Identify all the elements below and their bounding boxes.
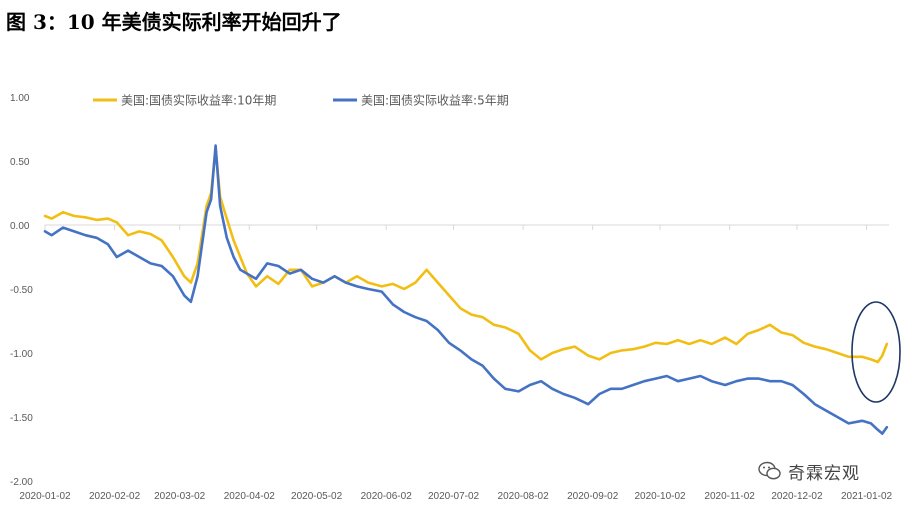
watermark-text: 奇霖宏观	[788, 463, 860, 484]
y-tick-label: -0.50	[10, 285, 33, 296]
highlight-ellipse	[851, 301, 901, 403]
y-tick-label: -2.00	[10, 477, 33, 488]
y-tick-label: -1.50	[10, 413, 33, 424]
y-tick-label: 0.00	[10, 221, 30, 232]
x-tick-label: 2020-11-02	[704, 491, 755, 502]
x-axis-ticks: 2020-01-02 2020-02-02 2020-03-02 2020-04-02…	[19, 225, 893, 502]
x-tick-label: 2020-06-02	[361, 491, 413, 502]
legend-label: 美国:国债实际收益率:5年期	[361, 93, 509, 108]
y-axis-ticks: 1.00 0.50 0.00 -0.50 -1.00 -1.50 -2.00	[10, 93, 889, 488]
legend-label: 美国:国债实际收益率:10年期	[121, 93, 276, 108]
y-tick-label: 1.00	[10, 93, 30, 104]
series-line-10y	[43, 146, 889, 364]
watermark: 奇霖宏观	[758, 458, 898, 484]
x-tick-label: 2020-08-02	[498, 491, 550, 502]
legend: 美国:国债实际收益率:10年期 美国:国债实际收益率:5年期	[93, 93, 509, 108]
x-tick-label: 2020-05-02	[291, 491, 343, 502]
page-title: 图 3：10 年美债实际利率开始回升了	[6, 10, 342, 34]
series-lines	[43, 144, 889, 435]
x-tick-label: 2020-04-02	[224, 491, 276, 502]
series-line-5y	[43, 144, 889, 435]
x-tick-label: 2021-01-02	[841, 491, 893, 502]
y-tick-label: -1.00	[10, 349, 33, 360]
x-tick-label: 2020-01-02	[19, 491, 71, 502]
x-tick-label: 2020-10-02	[634, 491, 686, 502]
x-tick-label: 2020-07-02	[428, 491, 480, 502]
x-tick-label: 2020-02-02	[89, 491, 141, 502]
x-tick-label: 2020-09-02	[567, 491, 619, 502]
x-tick-label: 2020-12-02	[771, 491, 823, 502]
x-tick-label: 2020-03-02	[154, 491, 206, 502]
wechat-icon	[758, 461, 781, 480]
y-tick-label: 0.50	[10, 157, 30, 168]
